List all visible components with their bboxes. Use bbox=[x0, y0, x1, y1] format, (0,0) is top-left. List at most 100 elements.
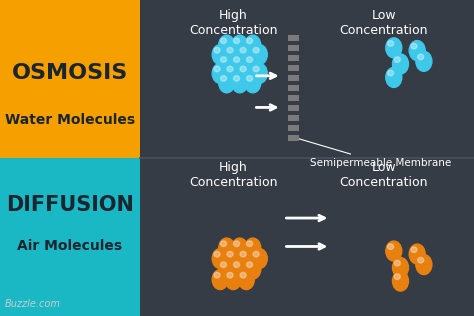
Text: Semipermeable Membrane: Semipermeable Membrane bbox=[310, 158, 451, 168]
Ellipse shape bbox=[392, 258, 409, 277]
Text: Buzzle.com: Buzzle.com bbox=[5, 299, 61, 309]
Ellipse shape bbox=[225, 64, 241, 83]
Bar bbox=[0, 158, 140, 316]
Ellipse shape bbox=[220, 57, 227, 62]
Ellipse shape bbox=[234, 57, 239, 62]
Ellipse shape bbox=[227, 47, 233, 53]
Ellipse shape bbox=[234, 262, 239, 267]
Text: Low
Concentration: Low Concentration bbox=[339, 161, 428, 189]
Ellipse shape bbox=[214, 272, 220, 278]
Ellipse shape bbox=[232, 259, 248, 279]
Ellipse shape bbox=[220, 76, 227, 81]
Bar bbox=[288, 75, 299, 81]
Ellipse shape bbox=[214, 66, 220, 72]
Ellipse shape bbox=[220, 262, 227, 267]
Ellipse shape bbox=[388, 70, 393, 76]
Bar bbox=[288, 125, 299, 131]
Ellipse shape bbox=[245, 73, 261, 93]
Ellipse shape bbox=[238, 270, 254, 289]
Ellipse shape bbox=[214, 47, 220, 53]
Ellipse shape bbox=[246, 57, 253, 62]
Ellipse shape bbox=[238, 249, 254, 269]
Ellipse shape bbox=[253, 66, 259, 72]
Ellipse shape bbox=[245, 238, 261, 258]
Ellipse shape bbox=[386, 38, 402, 58]
Ellipse shape bbox=[246, 76, 253, 81]
Text: Low
Concentration: Low Concentration bbox=[339, 9, 428, 38]
Ellipse shape bbox=[227, 66, 233, 72]
Ellipse shape bbox=[411, 247, 417, 252]
Ellipse shape bbox=[219, 259, 235, 279]
Ellipse shape bbox=[225, 270, 241, 289]
Ellipse shape bbox=[409, 244, 425, 264]
Bar bbox=[288, 95, 299, 101]
Text: High
Concentration: High Concentration bbox=[189, 9, 278, 38]
Bar bbox=[288, 105, 299, 111]
Ellipse shape bbox=[394, 260, 401, 266]
Ellipse shape bbox=[388, 41, 393, 46]
Ellipse shape bbox=[246, 38, 253, 44]
Ellipse shape bbox=[418, 54, 424, 60]
Ellipse shape bbox=[416, 255, 432, 275]
Text: OSMOSIS: OSMOSIS bbox=[12, 63, 128, 83]
Ellipse shape bbox=[219, 35, 235, 55]
Ellipse shape bbox=[388, 244, 393, 249]
Ellipse shape bbox=[394, 57, 401, 62]
Ellipse shape bbox=[220, 241, 227, 246]
Ellipse shape bbox=[219, 73, 235, 93]
Text: DIFFUSION: DIFFUSION bbox=[6, 195, 134, 216]
Bar bbox=[288, 135, 299, 141]
Ellipse shape bbox=[227, 272, 233, 278]
Ellipse shape bbox=[238, 45, 254, 64]
Ellipse shape bbox=[212, 64, 228, 83]
Ellipse shape bbox=[212, 45, 228, 64]
Ellipse shape bbox=[225, 45, 241, 64]
Ellipse shape bbox=[246, 262, 253, 267]
Ellipse shape bbox=[253, 251, 259, 257]
Text: High
Concentration: High Concentration bbox=[189, 161, 278, 189]
Ellipse shape bbox=[240, 272, 246, 278]
Ellipse shape bbox=[409, 40, 425, 61]
Ellipse shape bbox=[238, 64, 254, 83]
Bar bbox=[0, 0, 140, 158]
Bar bbox=[288, 65, 299, 71]
Ellipse shape bbox=[225, 249, 241, 269]
Ellipse shape bbox=[392, 54, 409, 74]
Ellipse shape bbox=[240, 251, 246, 257]
Ellipse shape bbox=[245, 54, 261, 74]
Ellipse shape bbox=[232, 35, 248, 55]
Bar bbox=[288, 35, 299, 41]
Ellipse shape bbox=[219, 54, 235, 74]
Ellipse shape bbox=[234, 38, 239, 44]
Ellipse shape bbox=[411, 43, 417, 49]
Ellipse shape bbox=[245, 35, 261, 55]
Ellipse shape bbox=[214, 251, 220, 257]
Ellipse shape bbox=[212, 270, 228, 289]
Ellipse shape bbox=[392, 271, 409, 291]
Ellipse shape bbox=[234, 241, 239, 246]
Ellipse shape bbox=[418, 257, 424, 263]
Text: Water Molecules: Water Molecules bbox=[5, 113, 135, 127]
Ellipse shape bbox=[251, 45, 267, 64]
Bar bbox=[288, 85, 299, 91]
Bar bbox=[288, 45, 299, 51]
Ellipse shape bbox=[386, 67, 402, 88]
Ellipse shape bbox=[246, 241, 253, 246]
Ellipse shape bbox=[394, 274, 401, 279]
Ellipse shape bbox=[234, 76, 239, 81]
Ellipse shape bbox=[253, 47, 259, 53]
Bar bbox=[288, 115, 299, 121]
Ellipse shape bbox=[416, 51, 432, 71]
Text: Air Molecules: Air Molecules bbox=[18, 240, 122, 253]
Ellipse shape bbox=[232, 54, 248, 74]
Ellipse shape bbox=[240, 47, 246, 53]
Ellipse shape bbox=[245, 259, 261, 279]
Bar bbox=[288, 55, 299, 61]
Ellipse shape bbox=[232, 73, 248, 93]
Ellipse shape bbox=[227, 251, 233, 257]
Ellipse shape bbox=[251, 64, 267, 83]
Ellipse shape bbox=[212, 249, 228, 269]
Ellipse shape bbox=[232, 238, 248, 258]
Ellipse shape bbox=[220, 38, 227, 44]
Ellipse shape bbox=[219, 238, 235, 258]
